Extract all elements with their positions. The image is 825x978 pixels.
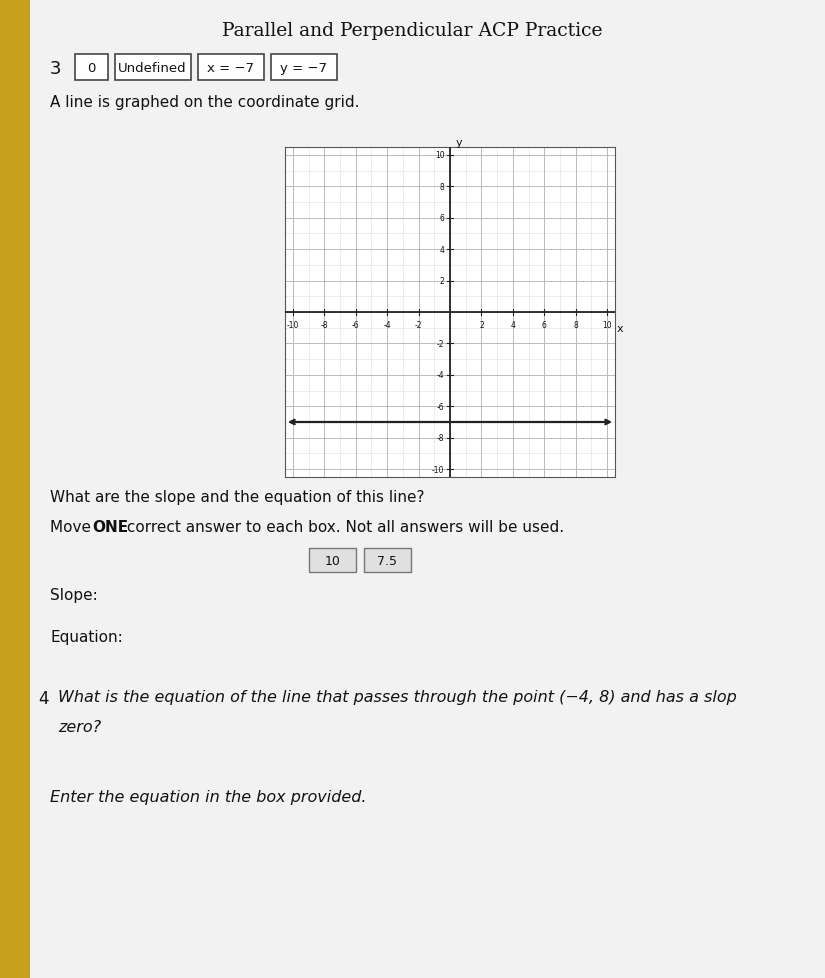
- Text: -6: -6: [352, 321, 360, 330]
- Text: x: x: [616, 324, 623, 333]
- Text: 3: 3: [50, 60, 62, 78]
- Text: What are the slope and the equation of this line?: What are the slope and the equation of t…: [50, 490, 425, 505]
- Text: correct answer to each box. Not all answers will be used.: correct answer to each box. Not all answ…: [122, 519, 564, 534]
- Text: zero?: zero?: [58, 719, 101, 734]
- Text: x = −7: x = −7: [207, 62, 254, 75]
- Text: 4: 4: [38, 689, 49, 707]
- FancyBboxPatch shape: [271, 55, 337, 80]
- Text: 4: 4: [440, 245, 445, 254]
- Text: -2: -2: [415, 321, 422, 330]
- Text: A line is graphed on the coordinate grid.: A line is graphed on the coordinate grid…: [50, 95, 360, 110]
- Text: Equation:: Equation:: [50, 630, 123, 645]
- Text: -4: -4: [384, 321, 391, 330]
- Text: -6: -6: [437, 402, 445, 412]
- FancyBboxPatch shape: [115, 55, 191, 80]
- Text: -8: -8: [437, 434, 445, 443]
- Text: Enter the equation in the box provided.: Enter the equation in the box provided.: [50, 789, 366, 804]
- Text: -10: -10: [286, 321, 299, 330]
- Text: 6: 6: [440, 214, 445, 223]
- Text: -10: -10: [432, 466, 445, 474]
- Text: y: y: [455, 138, 462, 148]
- Bar: [0, 0, 30, 978]
- Text: 10: 10: [435, 152, 445, 160]
- Text: 2: 2: [479, 321, 483, 330]
- Text: 8: 8: [440, 183, 445, 192]
- Text: 6: 6: [542, 321, 547, 330]
- Text: ONE: ONE: [92, 519, 128, 534]
- Text: Parallel and Perpendicular ACP Practice: Parallel and Perpendicular ACP Practice: [222, 22, 602, 40]
- Text: Slope:: Slope:: [50, 588, 97, 602]
- Text: 4: 4: [511, 321, 516, 330]
- FancyBboxPatch shape: [309, 549, 356, 572]
- Text: Undefined: Undefined: [118, 62, 186, 75]
- Text: y = −7: y = −7: [280, 62, 327, 75]
- FancyBboxPatch shape: [197, 55, 263, 80]
- FancyBboxPatch shape: [364, 549, 411, 572]
- FancyBboxPatch shape: [74, 55, 107, 80]
- Text: 0: 0: [87, 62, 95, 75]
- Text: 7.5: 7.5: [378, 555, 398, 568]
- Text: Move: Move: [50, 519, 96, 534]
- Text: -4: -4: [437, 371, 445, 380]
- Text: What is the equation of the line that passes through the point (−4, 8) and has a: What is the equation of the line that pa…: [58, 689, 737, 704]
- Text: 10: 10: [324, 555, 341, 568]
- Text: 10: 10: [602, 321, 612, 330]
- Text: -2: -2: [437, 339, 445, 348]
- Text: 8: 8: [573, 321, 578, 330]
- Text: -8: -8: [321, 321, 328, 330]
- Text: 2: 2: [440, 277, 445, 286]
